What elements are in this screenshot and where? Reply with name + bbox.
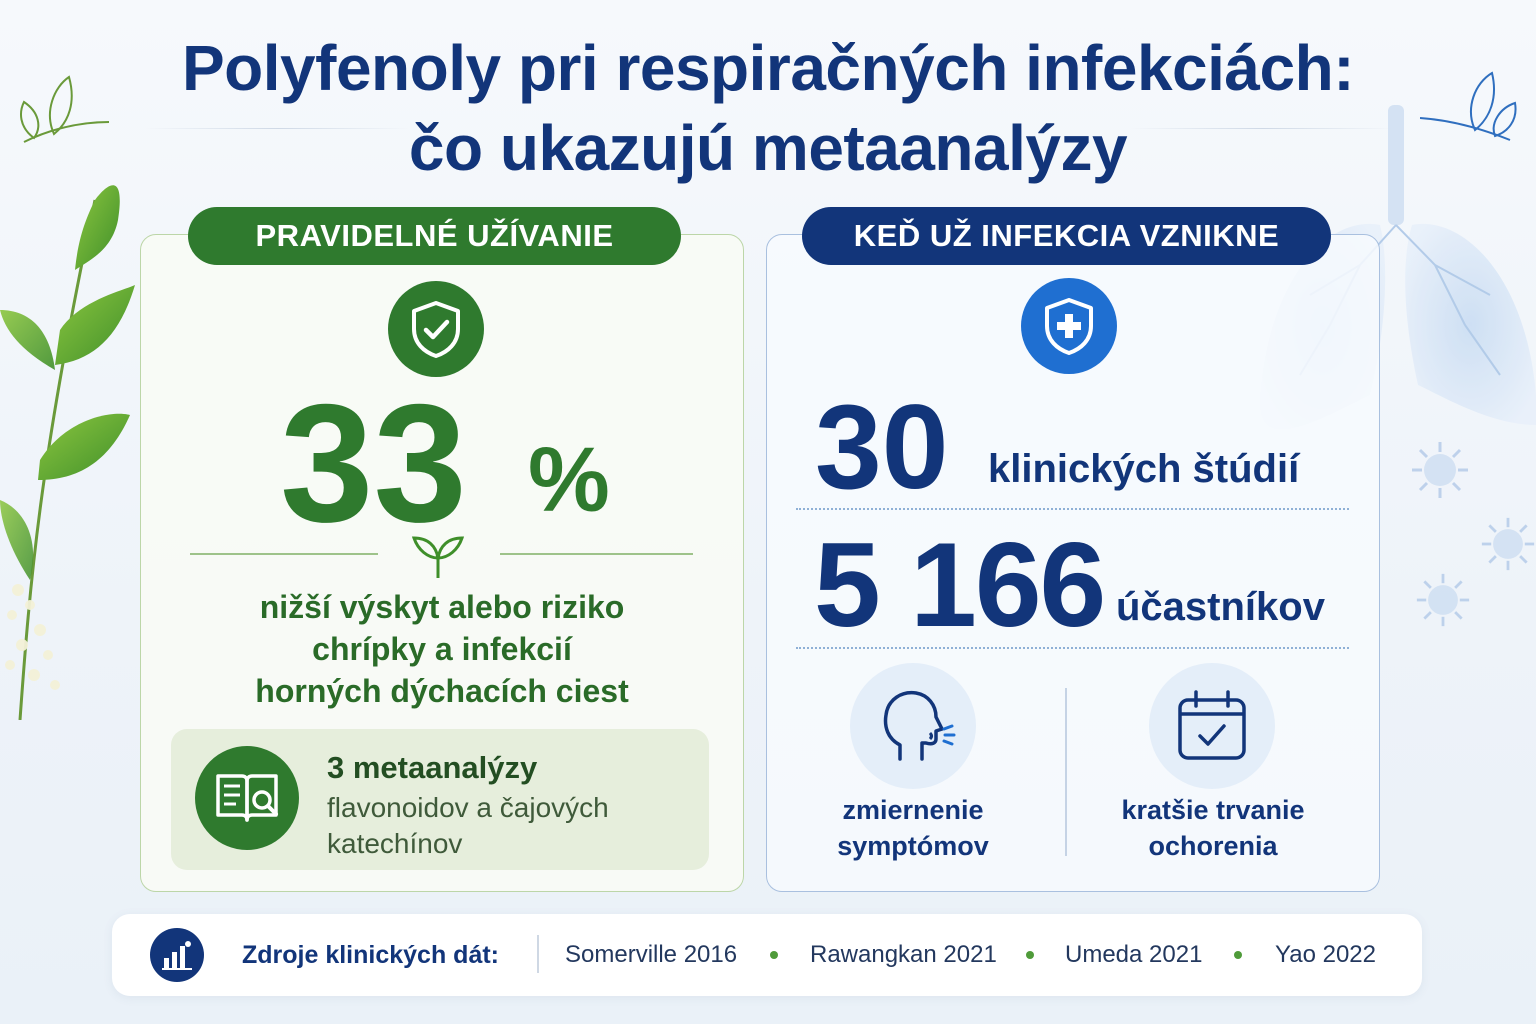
description-line: nižší výskyt alebo riziko: [259, 589, 625, 625]
page-title: Polyfenoly pri respiračných infekciách: …: [0, 28, 1536, 188]
virus-icon: [1416, 573, 1470, 627]
participants-count: 5 166: [814, 518, 1106, 652]
title-line-1: Polyfenoly pri respiračných infekciách:: [181, 32, 1355, 104]
bullet-dot: [770, 951, 778, 959]
feature-divider: [1065, 688, 1067, 856]
studies-count: 30: [815, 380, 949, 514]
feature-line: ochorenia: [1148, 831, 1278, 861]
description-line: horných dýchacích ciest: [255, 673, 629, 709]
sources-bar: [112, 914, 1422, 996]
title-divider: [145, 128, 410, 129]
bullet-dot: [1026, 951, 1034, 959]
source-item: Rawangkan 2021: [810, 941, 997, 968]
book-search-icon: [195, 746, 299, 850]
symptom-relief-label: zmiernenie symptómov: [808, 792, 1018, 864]
title-divider: [1130, 128, 1395, 129]
source-item: Yao 2022: [1275, 941, 1376, 968]
sprout-icon: [411, 536, 465, 578]
source-item: Somerville 2016: [565, 941, 738, 968]
leaves-decoration: [0, 185, 135, 720]
dotted-divider: [796, 508, 1349, 510]
bar-chart-icon: [150, 928, 204, 982]
studies-label: klinických štúdií: [988, 447, 1300, 491]
divider-line: [500, 553, 693, 555]
feature-line: zmiernenie: [842, 795, 984, 825]
meta-analyses-subtitle: flavonoidov a čajových katechínov: [327, 790, 687, 862]
regular-use-header: PRAVIDELNÉ UŽÍVANIE: [188, 207, 681, 265]
effect-description: nižší výskyt alebo riziko chrípky a infe…: [170, 586, 714, 712]
percent-sign: %: [528, 429, 610, 531]
description-line: chrípky a infekcií: [312, 631, 572, 667]
meta-analyses-title: 3 metaanalýzy: [327, 750, 538, 785]
shorter-duration-label: kratšie trvanie ochorenia: [1098, 792, 1328, 864]
shield-plus-icon: [1021, 278, 1117, 374]
title-line-2: čo ukazujú metaanalýzy: [408, 112, 1128, 184]
shield-check-icon: [388, 281, 484, 377]
calendar-check-icon: [1149, 663, 1275, 789]
subtitle-line: flavonoidov a čajových: [327, 792, 609, 823]
head-breath-icon: [850, 663, 976, 789]
divider-line: [190, 553, 378, 555]
feature-line: symptómov: [837, 831, 989, 861]
sources-label: Zdroje klinických dát:: [242, 941, 500, 969]
leaf-outline-icon: [20, 75, 110, 143]
dotted-divider: [796, 647, 1349, 649]
feature-line: kratšie trvanie: [1121, 795, 1305, 825]
infection-header: KEĎ UŽ INFEKCIA VZNIKNE: [802, 207, 1331, 265]
virus-icon: [1481, 517, 1535, 571]
bullet-dot: [1234, 951, 1242, 959]
percent-value: 33: [280, 369, 467, 557]
virus-icon: [1412, 442, 1468, 498]
sources-divider: [537, 935, 539, 973]
participants-label: účastníkov: [1116, 585, 1325, 629]
subtitle-line: katechínov: [327, 828, 463, 859]
source-item: Umeda 2021: [1065, 941, 1203, 968]
leaf-outline-icon: [1420, 71, 1517, 141]
